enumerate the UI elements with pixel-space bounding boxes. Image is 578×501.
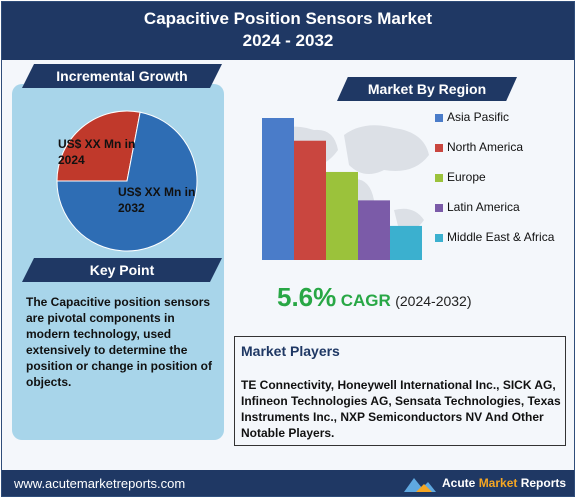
logo-word-market: Market (478, 476, 518, 490)
cagr-block: 5.6% CAGR (2024-2032) (277, 282, 472, 313)
region-legend: Asia Pasific North America Europe Latin … (435, 108, 554, 258)
footer-logo-text: Acute Market Reports (442, 476, 566, 490)
cagr-value: 5.6% (277, 282, 337, 312)
legend-item-latin-america: Latin America (435, 198, 554, 228)
legend-item-europe: Europe (435, 168, 554, 198)
market-players-text: TE Connectivity, Honeywell International… (241, 378, 561, 440)
key-point-tab: Key Point (22, 258, 222, 282)
pie-label-2032: US$ XX Mn in 2032 (118, 185, 196, 215)
key-point-text: The Capacitive position sensors are pivo… (26, 295, 212, 389)
company-logo-icon (404, 478, 436, 492)
legend-item-middle-east-africa: Middle East & Africa (435, 228, 554, 258)
title-line-1: Capacitive Position Sensors Market (143, 9, 433, 28)
legend-item-asia-pacific: Asia Pasific (435, 108, 554, 138)
bar-asia-pasific (262, 118, 294, 260)
pie-svg (56, 110, 198, 252)
logo-word-reports: Reports (517, 476, 567, 490)
market-players-title: Market Players (241, 343, 340, 359)
bar-north-america (294, 140, 326, 260)
legend-label: Europe (447, 170, 486, 184)
legend-label: North America (447, 140, 524, 154)
market-players-box: Market Players TE Connectivity, Honeywel… (234, 336, 566, 446)
bar-latin-america (358, 200, 390, 260)
bar-europe (326, 171, 358, 260)
legend-swatch (435, 113, 443, 122)
footer: www.acutemarketreports.com Acute Market … (2, 470, 574, 496)
footer-url[interactable]: www.acutemarketreports.com (14, 476, 186, 491)
incremental-growth-tab: Incremental Growth (22, 64, 222, 88)
legend-swatch (435, 143, 443, 152)
legend-label: Middle East & Africa (447, 230, 555, 244)
cagr-label: CAGR (340, 291, 391, 310)
growth-pie-chart (52, 106, 202, 256)
pie-label-2024: US$ XX Mn in 2024 (58, 137, 136, 167)
legend-item-north-america: North America (435, 138, 554, 168)
logo-word-acute: Acute (442, 476, 479, 490)
title-line-2: 2024 - 2032 (242, 31, 334, 50)
pie-slice-2032 (56, 111, 198, 252)
legend-label: Latin America (447, 200, 520, 214)
header: Capacitive Position Sensors Market 2024 … (2, 2, 574, 60)
cagr-period: (2024-2032) (395, 293, 472, 309)
legend-swatch (435, 173, 443, 182)
market-by-region-tab: Market By Region (337, 77, 517, 101)
pie-slice-2024 (56, 110, 141, 182)
bar-middle-east-africa (390, 225, 422, 260)
legend-label: Asia Pasific (447, 110, 510, 124)
region-bar-chart (262, 118, 422, 260)
legend-swatch (435, 233, 443, 242)
legend-swatch (435, 203, 443, 212)
